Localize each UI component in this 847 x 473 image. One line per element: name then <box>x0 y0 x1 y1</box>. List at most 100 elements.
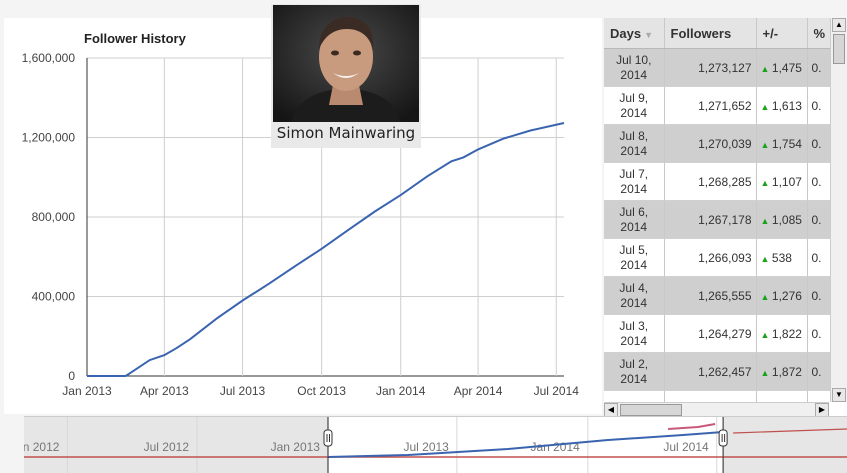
cell-change: ▲ 1,872 <box>756 352 808 391</box>
cell-day-year: 2014 <box>620 333 648 348</box>
cell-change: ▲ 1,822 <box>756 314 808 353</box>
cell-followers: 1,262,457 <box>664 352 757 391</box>
navigator-mask-left <box>24 417 328 473</box>
table-header-row: Days ▼ Followers +/- % <box>604 18 847 49</box>
table-row[interactable]: Jul 7, 2014 1,268,285 ▲ 1,107 0. <box>604 162 847 201</box>
scroll-right-icon[interactable]: ▶ <box>815 403 829 417</box>
cell-change: ▲ 538 <box>756 238 808 277</box>
cell-day-month: Jul 2, <box>619 356 649 371</box>
navigator-label: Jul 2014 <box>663 440 709 454</box>
cell-day-year: 2014 <box>620 371 648 386</box>
table-vertical-scrollbar[interactable]: ▲ ▼ <box>830 18 847 402</box>
navigator-mask-right <box>723 417 847 473</box>
chart-title: Follower History <box>84 31 187 46</box>
y-tick-label: 800,000 <box>32 210 76 224</box>
sort-desc-icon: ▼ <box>644 29 653 40</box>
y-tick-label: 400,000 <box>32 290 76 304</box>
cell-day: Jul 6, 2014 <box>604 200 665 239</box>
column-header-days[interactable]: Days ▼ <box>604 18 665 49</box>
cell-day-month: Jul 10, <box>616 52 652 67</box>
navigator-handle-left[interactable] <box>323 429 333 447</box>
up-arrow-icon: ▲ <box>760 215 772 226</box>
axis-labels: 0 400,000 800,000 1,200,000 1,600,000 Jan 201… <box>22 51 580 398</box>
table-row[interactable]: Jul 6, 2014 1,267,178 ▲ 1,085 0. <box>604 200 847 239</box>
up-arrow-icon: ▲ <box>760 291 772 302</box>
follower-table: Days ▼ Followers +/- % Jul 10, 2014 1,273,1… <box>604 18 847 416</box>
up-arrow-icon: ▲ <box>760 177 772 188</box>
navigator-label: Jan 2013 <box>271 440 321 454</box>
table-row[interactable]: Jul 3, 2014 1,264,279 ▲ 1,822 0. <box>604 314 847 353</box>
table-row[interactable]: Jul 10, 2014 1,273,127 ▲ 1,475 0. <box>604 48 847 87</box>
navigator-label: Jan 2012 <box>24 440 60 454</box>
column-header-change[interactable]: +/- <box>756 18 808 49</box>
cell-day-year: 2014 <box>620 295 648 310</box>
cell-followers: 1,271,652 <box>664 86 757 125</box>
cell-day: Jul 3, 2014 <box>604 314 665 353</box>
cell-followers: 1,264,279 <box>664 314 757 353</box>
series-line-followers <box>87 122 565 377</box>
cell-day-month: Jul 9, <box>619 90 649 105</box>
cell-day-year: 2014 <box>620 143 648 158</box>
y-tick-label: 1,600,000 <box>22 51 76 65</box>
cell-change-value: 1,475 <box>771 60 802 75</box>
horizontal-scroll-thumb[interactable] <box>620 404 682 416</box>
navigator-handle-right[interactable] <box>718 429 728 447</box>
navigator-series-line <box>327 431 724 458</box>
scroll-down-icon[interactable]: ▼ <box>832 388 846 402</box>
cell-day: Jul 4, 2014 <box>604 276 665 315</box>
cell-change-value: 1,822 <box>771 326 802 341</box>
cell-day-year: 2014 <box>620 181 648 196</box>
profile-name: Simon Mainwaring <box>276 124 416 142</box>
cell-day-month: Jul 5, <box>619 242 649 257</box>
y-tick-label: 0 <box>68 369 75 383</box>
cell-change-value: 1,872 <box>771 364 802 379</box>
scroll-up-icon[interactable]: ▲ <box>832 18 846 32</box>
scroll-left-icon[interactable]: ◀ <box>604 403 618 417</box>
cell-day: Jul 10, 2014 <box>604 48 665 87</box>
navigator-label: Jul 2012 <box>144 440 190 454</box>
up-arrow-icon: ▲ <box>760 101 772 112</box>
cell-change: ▲ 1,085 <box>756 200 808 239</box>
cell-change-value: 1,107 <box>771 174 802 189</box>
cell-day: Jul 7, 2014 <box>604 162 665 201</box>
column-header-followers[interactable]: Followers <box>664 18 757 49</box>
table-row[interactable]: Jul 9, 2014 1,271,652 ▲ 1,613 0. <box>604 86 847 125</box>
cell-change-value: 1,085 <box>771 212 802 227</box>
navigator-trailing-line <box>733 428 847 434</box>
x-tick-label: Oct 2013 <box>297 384 346 398</box>
cell-followers: 1,273,127 <box>664 48 757 87</box>
up-arrow-icon: ▲ <box>760 329 772 340</box>
cell-day-month: Jul 3, <box>619 318 649 333</box>
cell-followers: 1,265,555 <box>664 276 757 315</box>
data-table: Days ▼ Followers +/- % Jul 10, 2014 1,273,1… <box>604 18 847 416</box>
cell-change-value: 538 <box>771 250 792 265</box>
cell-change-value: 1,276 <box>771 288 802 303</box>
table-row[interactable]: Jul 4, 2014 1,265,555 ▲ 1,276 0. <box>604 276 847 315</box>
cell-day-year: 2014 <box>620 67 648 82</box>
navigator-secondary-line <box>668 423 716 430</box>
up-arrow-icon: ▲ <box>760 63 772 74</box>
profile-photo <box>273 5 419 122</box>
x-tick-label: Apr 2014 <box>454 384 503 398</box>
cell-day-year: 2014 <box>620 105 648 120</box>
up-arrow-icon: ▲ <box>760 367 772 378</box>
table-row[interactable]: Jul 5, 2014 1,266,093 ▲ 538 0. <box>604 238 847 277</box>
cell-day: Jul 2, 2014 <box>604 352 665 391</box>
profile-card[interactable]: Simon Mainwaring <box>271 4 421 148</box>
cell-day: Jul 8, 2014 <box>604 124 665 163</box>
vertical-scroll-thumb[interactable] <box>833 34 845 64</box>
column-header-days-label: Days <box>610 25 642 41</box>
cell-day-month: Jul 6, <box>619 204 649 219</box>
cell-day-month: Jul 8, <box>619 128 649 143</box>
cell-day-month: Jul 4, <box>619 280 649 295</box>
table-horizontal-scrollbar[interactable]: ◀ ▶ <box>604 402 829 417</box>
cell-change: ▲ 1,475 <box>756 48 808 87</box>
table-row[interactable]: Jul 2, 2014 1,262,457 ▲ 1,872 0. <box>604 352 847 391</box>
up-arrow-icon: ▲ <box>760 253 772 264</box>
cell-change: ▲ 1,107 <box>756 162 808 201</box>
cell-day: Jul 5, 2014 <box>604 238 665 277</box>
table-row[interactable]: Jul 8, 2014 1,270,039 ▲ 1,754 0. <box>604 124 847 163</box>
cell-followers: 1,270,039 <box>664 124 757 163</box>
cell-day-year: 2014 <box>620 219 648 234</box>
